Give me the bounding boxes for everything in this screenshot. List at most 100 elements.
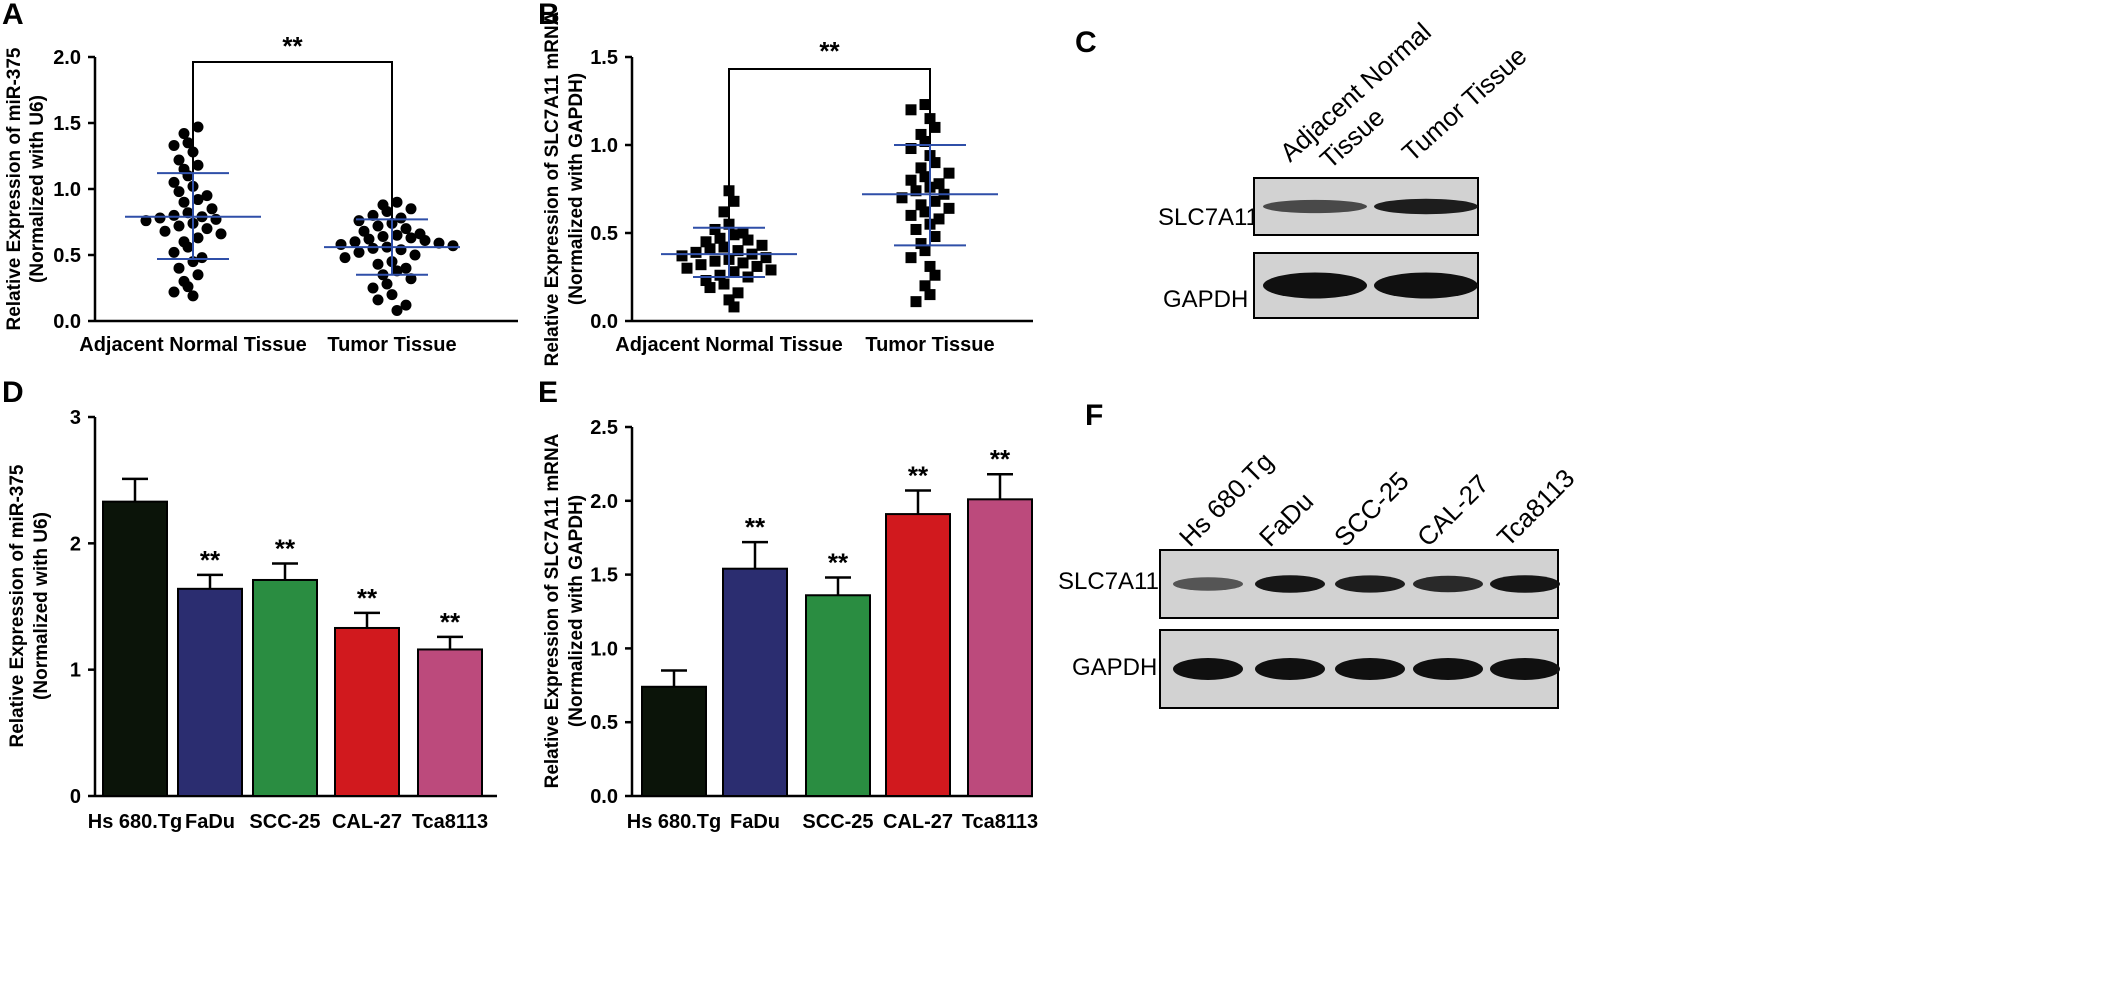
a-data-point: [372, 220, 384, 232]
b-data-point: [905, 209, 917, 221]
a-data-point: [391, 265, 403, 277]
b-data-point: [681, 262, 693, 274]
a-data-point: [405, 232, 417, 244]
b-data-point: [919, 171, 931, 183]
panel-e-bar-chart: 0.0 0.5 1.0 1.5 2.0 2.5 Relative Expression of…: [542, 417, 1038, 833]
e-y-tick-label: 1.5: [590, 565, 618, 587]
e-bar: [722, 567, 788, 797]
a-data-point: [173, 186, 185, 198]
b-data-point: [728, 301, 740, 313]
blot-f-band: [1335, 658, 1405, 680]
e-significance-label: **: [745, 512, 766, 542]
e-category-label: CAL-27: [883, 811, 953, 833]
d-bar: [334, 626, 400, 798]
a-data-point: [400, 262, 412, 274]
d-category-label: SCC-25: [249, 811, 320, 833]
b-data-point: [924, 260, 936, 272]
blot-f-band: [1255, 658, 1325, 680]
b-data-point: [732, 287, 744, 299]
b-data-point: [943, 202, 955, 214]
a-data-point: [395, 212, 407, 224]
d-bar: [252, 578, 318, 797]
d-category-label: Hs 680.Tg: [88, 811, 182, 833]
b-data-point: [919, 135, 931, 147]
b-data-point: [676, 250, 688, 262]
a-data-point: [367, 242, 379, 254]
b-data-point: [732, 245, 744, 257]
b-data-point: [905, 252, 917, 264]
a-y-tick-label: 1.5: [53, 113, 81, 135]
b-data-point: [915, 238, 927, 250]
b-data-point: [718, 278, 730, 290]
b-data-point: [718, 206, 730, 218]
b-y-axis-label: Relative Expression of SLC7A11 mRNA: [542, 11, 563, 366]
b-data-point: [742, 234, 754, 246]
a-data-point: [405, 203, 417, 215]
a-data-point: [400, 223, 412, 235]
a-category-label: Tumor Tissue: [327, 334, 456, 356]
b-data-point: [896, 192, 908, 204]
b-data-point: [924, 113, 936, 125]
b-data-point: [765, 264, 777, 276]
e-y-tick-label: 0.5: [590, 712, 618, 734]
blot-f-band: [1490, 658, 1560, 680]
a-data-point: [210, 213, 222, 225]
b-data-point: [690, 246, 702, 258]
e-significance-label: **: [990, 444, 1011, 474]
a-data-point: [192, 159, 204, 171]
b-data-point: [704, 282, 716, 294]
b-y-axis-label-sub: (Normalized with GAPDH): [566, 73, 587, 305]
b-data-point: [924, 289, 936, 301]
a-data-point: [409, 249, 421, 261]
e-y-axis-label-sub: (Normalized with GAPDH): [566, 495, 587, 727]
a-category-label: Adjacent Normal Tissue: [79, 334, 306, 356]
a-data-point: [372, 294, 384, 306]
a-data-point: [168, 246, 180, 258]
b-data-point: [709, 255, 721, 267]
b-significance-label: **: [819, 36, 840, 66]
a-data-point: [363, 233, 375, 245]
a-data-point: [391, 229, 403, 241]
b-data-point: [929, 157, 941, 169]
a-data-point: [140, 215, 152, 227]
e-category-label: Hs 680.Tg: [627, 811, 721, 833]
blot-c-lane-label-2: Tumor Tissue: [1396, 40, 1532, 167]
b-data-point: [756, 239, 768, 251]
a-data-point: [159, 225, 171, 237]
blot-c-row-label-slc7a11: SLC7A11: [1158, 204, 1259, 231]
b-significance-bracket: [728, 68, 931, 228]
panel-label-c: C: [1075, 26, 1097, 59]
a-data-point: [377, 231, 389, 243]
a-data-point: [173, 220, 185, 232]
a-data-point: [168, 176, 180, 188]
b-data-point: [718, 241, 730, 253]
a-data-point: [187, 290, 199, 302]
a-data-point: [192, 232, 204, 244]
a-data-point: [353, 246, 365, 258]
b-data-point: [760, 252, 772, 264]
b-data-point: [751, 260, 763, 272]
d-significance-label: **: [200, 545, 221, 575]
b-data-point: [943, 167, 955, 179]
d-bar: [177, 587, 243, 798]
a-data-point: [349, 236, 361, 248]
a-data-point: [168, 209, 180, 221]
panel-c-western-blot: Adjacent Normal Tissue Tumor Tissue SLC7…: [1158, 17, 1532, 319]
panel-d-bar-chart: 0 1 2 3 Relative Expression of miR-375 (Norma…: [7, 407, 497, 833]
a-data-point: [447, 240, 459, 252]
a-y-tick-label: 1.0: [53, 179, 81, 201]
b-data-point: [929, 231, 941, 243]
b-y-tick-label: 1.0: [590, 135, 618, 157]
b-data-point: [723, 294, 735, 306]
blot-f-lane-label: Tca8113: [1491, 463, 1580, 552]
panel-label-f: F: [1085, 399, 1103, 432]
a-data-point: [154, 212, 166, 224]
d-significance-label: **: [275, 534, 296, 564]
b-data-point: [915, 128, 927, 140]
e-bar: [885, 513, 951, 797]
d-y-tick-label: 2: [70, 533, 81, 555]
b-y-tick-label: 1.5: [590, 47, 618, 69]
b-data-point: [700, 275, 712, 287]
a-data-point: [182, 281, 194, 293]
b-data-point: [709, 223, 721, 235]
